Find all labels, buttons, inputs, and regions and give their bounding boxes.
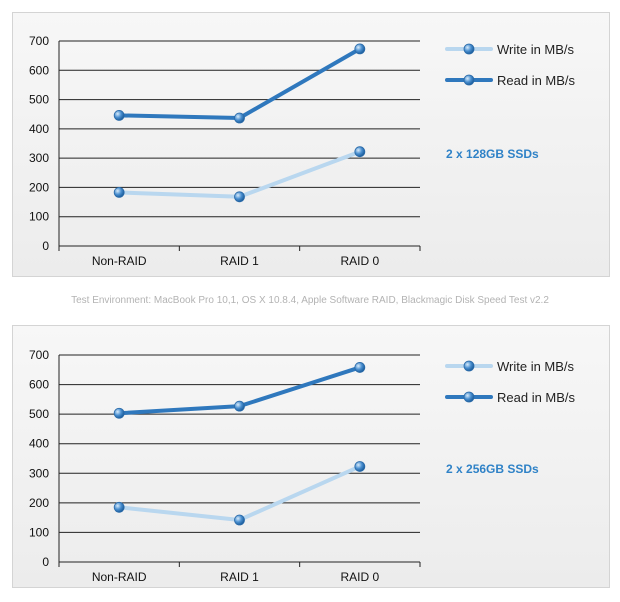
x-tick-label: RAID 0 bbox=[340, 570, 379, 584]
chart-subtitle: 2 x 128GB SSDs bbox=[446, 147, 539, 161]
x-tick-label: RAID 1 bbox=[220, 254, 259, 268]
y-tick-label: 500 bbox=[29, 93, 49, 107]
legend-swatch-marker bbox=[463, 360, 475, 372]
write-data-point bbox=[113, 187, 125, 198]
y-tick-label: 200 bbox=[29, 496, 49, 510]
y-tick-label: 600 bbox=[29, 378, 49, 392]
y-tick-label: 700 bbox=[29, 348, 49, 362]
test-environment-caption: Test Environment: MacBook Pro 10,1, OS X… bbox=[71, 295, 549, 306]
read-data-point bbox=[354, 43, 366, 55]
y-tick-label: 300 bbox=[29, 466, 49, 480]
chart-panel-top: 0 100 200 300 400 500 600 700 Non-RAID RAID 1 RAID… bbox=[12, 12, 610, 277]
legend-label: Write in MB/s bbox=[497, 359, 575, 374]
read-series-line bbox=[117, 46, 362, 121]
write-data-point bbox=[234, 514, 245, 526]
legend-label: Read in MB/s bbox=[497, 390, 576, 405]
legend-label: Write in MB/s bbox=[497, 42, 575, 57]
chart-bottom: 0 100 200 300 400 500 600 700 Non-RAID RAID 1 RAID… bbox=[29, 348, 576, 584]
legend-swatch-marker bbox=[463, 43, 475, 55]
legend-label: Read in MB/s bbox=[497, 73, 576, 88]
y-tick-label: 100 bbox=[29, 525, 49, 539]
write-data-point bbox=[113, 501, 125, 513]
legend-swatch-marker bbox=[463, 391, 475, 403]
write-data-point bbox=[234, 191, 245, 203]
read-data-point bbox=[354, 362, 366, 373]
write-series-line bbox=[117, 464, 362, 523]
write-data-point bbox=[354, 146, 366, 158]
y-tick-label: 700 bbox=[29, 34, 49, 48]
chart-panel-bottom: 0 100 200 300 400 500 600 700 Non-RAID RAID 1 RAID… bbox=[12, 325, 610, 588]
y-tick-label: 200 bbox=[29, 180, 49, 194]
y-tick-label: 0 bbox=[42, 239, 49, 253]
y-tick-label: 0 bbox=[42, 555, 49, 569]
legend-swatch-marker bbox=[463, 74, 475, 86]
read-data-point bbox=[113, 109, 125, 121]
read-data-point bbox=[113, 407, 125, 419]
y-tick-label: 300 bbox=[29, 151, 49, 165]
x-tick-label: Non-RAID bbox=[92, 570, 147, 584]
chart-subtitle: 2 x 256GB SSDs bbox=[446, 462, 539, 476]
x-tick-label: RAID 1 bbox=[220, 570, 259, 584]
write-data-point bbox=[354, 461, 366, 472]
read-data-point bbox=[234, 112, 245, 124]
y-tick-label: 400 bbox=[29, 122, 49, 136]
y-tick-label: 600 bbox=[29, 63, 49, 77]
chart-top: 0 100 200 300 400 500 600 700 Non-RAID RAID 1 RAID… bbox=[29, 34, 576, 268]
y-tick-label: 100 bbox=[29, 210, 49, 224]
y-tick-label: 500 bbox=[29, 407, 49, 421]
y-tick-label: 400 bbox=[29, 437, 49, 451]
read-data-point bbox=[234, 400, 245, 412]
x-tick-label: RAID 0 bbox=[340, 254, 379, 268]
x-tick-label: Non-RAID bbox=[92, 254, 147, 268]
